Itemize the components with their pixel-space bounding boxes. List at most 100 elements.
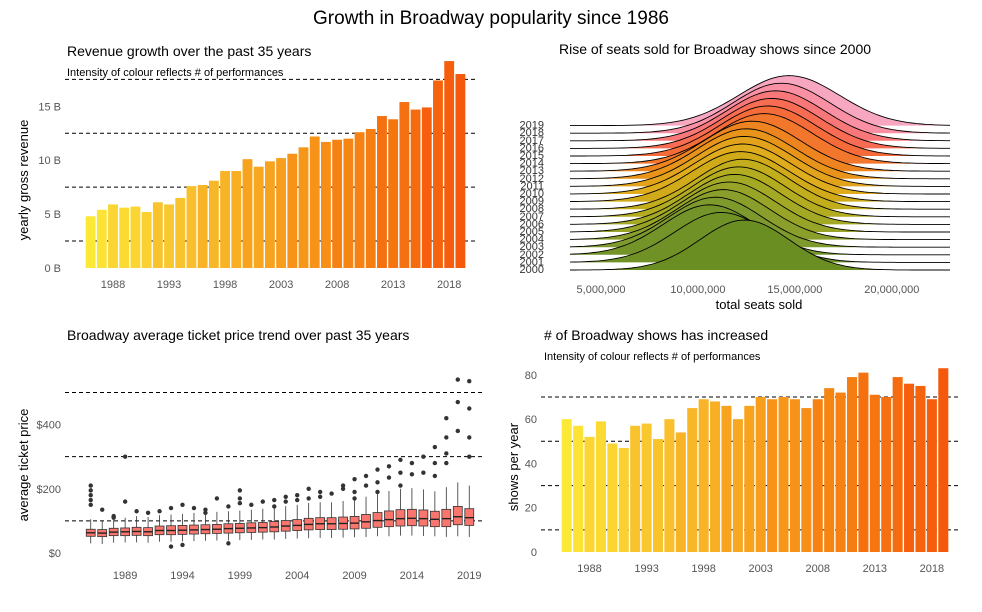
shows-subtitle: Intensity of colour reflects # of perfor… [544, 351, 761, 363]
outlier-point [295, 497, 300, 503]
ridge-year-label: 2003 [520, 241, 544, 253]
outlier-point [168, 544, 174, 549]
bar [721, 405, 732, 552]
outlier-point [191, 505, 197, 511]
box [395, 509, 406, 527]
bar [242, 159, 253, 268]
bar [141, 211, 152, 268]
ridge-year-label: 2013 [520, 165, 544, 177]
ridge-year-label: 2006 [520, 218, 544, 230]
ridge-year-label: 2019 [520, 120, 544, 132]
bar [595, 421, 606, 552]
y-tick-label: $400 [37, 420, 61, 432]
x-tick-label: 2018 [437, 279, 461, 291]
bar [824, 388, 835, 552]
bar [710, 401, 721, 552]
outlier-point [168, 505, 174, 511]
bar [812, 399, 823, 552]
outlier-point [226, 541, 231, 546]
main-title: Growth in Broadway popularity since 1986 [313, 8, 669, 29]
ridge-year-label: 2008 [520, 203, 544, 215]
outlier-point [444, 460, 449, 466]
outlier-point [157, 509, 162, 514]
outlier-point [272, 504, 277, 509]
outlier-point [340, 483, 346, 488]
shows-bars [561, 368, 949, 552]
bar [197, 185, 208, 268]
bar [869, 394, 880, 552]
bar [698, 399, 709, 552]
outlier-point [398, 457, 403, 463]
outlier-point [340, 486, 346, 491]
x-tick-label: 2019 [457, 570, 481, 582]
x-tick-label: 1989 [113, 570, 137, 582]
revenue-bars [85, 61, 466, 269]
outlier-point [260, 499, 265, 504]
bar [789, 399, 800, 552]
outlier-point [467, 454, 472, 459]
ticket-title: Broadway average ticket price trend over… [67, 327, 409, 343]
outlier-point [455, 428, 460, 434]
bar [926, 399, 937, 552]
bar [354, 132, 365, 268]
bar [607, 443, 618, 552]
outlier-point [283, 494, 288, 500]
y-tick-label: $0 [49, 548, 61, 560]
x-tick-label: 5,000,000 [577, 284, 626, 296]
shows-y-ticks: 0 20 40 60 80 [525, 370, 537, 559]
shows-x-ticks: 1988 1993 1998 2003 2008 2013 2018 [577, 563, 944, 575]
outlier-point [329, 491, 334, 496]
ridge-line [570, 128, 950, 180]
revenue-title: Revenue growth over the past 35 years [67, 43, 311, 59]
bar [164, 204, 174, 268]
x-tick-label: 2003 [269, 279, 293, 291]
bar [152, 202, 163, 268]
x-tick-label: 1988 [101, 279, 125, 291]
ticket-y-ticks: $0 $200 $400 [37, 420, 61, 560]
bar [421, 107, 432, 269]
bar [287, 153, 298, 268]
bar [641, 423, 652, 552]
ridge-line [570, 135, 950, 187]
ridge-year-label: 2005 [520, 226, 544, 238]
outlier-point [306, 486, 311, 491]
x-tick-label: 1998 [691, 563, 715, 575]
outlier-point [363, 483, 369, 488]
y-tick-label: 10 B [38, 155, 61, 167]
bar [253, 166, 264, 268]
ridge-line [570, 143, 950, 195]
ridge-year-label: 2015 [520, 150, 544, 162]
outlier-point [180, 502, 185, 508]
outlier-point [145, 510, 151, 516]
bar [801, 408, 812, 552]
bar [309, 136, 320, 268]
outlier-point [249, 502, 254, 508]
seats-title: Rise of seats sold for Broadway shows si… [559, 41, 871, 57]
outlier-point [363, 473, 369, 479]
y-tick-label: 40 [525, 458, 537, 470]
box [384, 510, 394, 528]
ridge-year-label: 2002 [520, 249, 544, 261]
outlier-point [283, 499, 288, 504]
ticket-ylabel: average ticket price [16, 409, 31, 522]
outlier-point [295, 493, 300, 498]
outlier-point [88, 483, 93, 488]
bar [652, 439, 664, 552]
ridge-year-label: 2004 [520, 234, 544, 246]
x-tick-label: 2018 [920, 563, 944, 575]
bar [343, 138, 354, 268]
y-tick-label: $200 [37, 484, 61, 496]
x-tick-label: 1993 [634, 563, 658, 575]
outlier-point [100, 507, 105, 512]
outlier-point [111, 515, 116, 520]
outlier-point [455, 377, 460, 382]
bar [130, 206, 141, 268]
bar [584, 436, 595, 552]
outlier-point [409, 472, 415, 477]
y-tick-label: 80 [525, 370, 537, 382]
outlier-point [214, 496, 220, 501]
outlier-point [88, 502, 93, 508]
y-tick-label: 15 B [38, 101, 61, 113]
x-tick-label: 1998 [213, 279, 237, 291]
